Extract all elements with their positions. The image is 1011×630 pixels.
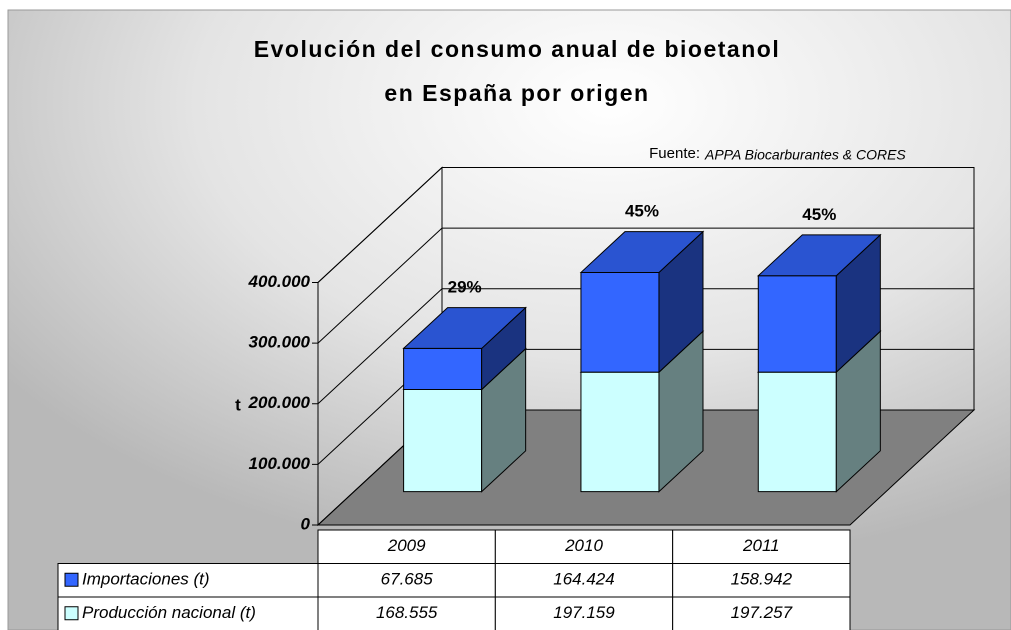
table-value: 197.257 [731,603,793,622]
y-tick-label: 300.000 [249,333,311,352]
table-value: 197.159 [553,603,615,622]
table-cell [494,596,674,630]
bar-front [580,371,660,493]
annotation: 29% [448,278,482,297]
table-cell [317,596,496,630]
legend-label: Producción nacional (t) [82,603,256,622]
legend-swatch [64,572,79,587]
chart-title: Evolución del consumo anual de bioetanol [254,36,780,62]
bar-top [757,234,882,277]
annotation: 45% [625,202,659,221]
annotation: 45% [802,205,836,224]
source: APPA Biocarburantes & CORES [704,147,906,163]
legend-label: Importaciones (t) [82,570,210,589]
table-cell [672,563,851,598]
table-cell [672,529,851,564]
bar-front [757,371,837,493]
table-cell [57,563,319,598]
bar-front [403,347,483,390]
table-value: 67.685 [381,570,434,589]
bar-front [580,271,660,373]
legend-swatch [64,606,79,621]
table-value: 168.555 [376,603,438,622]
y-axis-label: t [235,395,241,414]
table-cell [494,563,674,598]
plot: 0 100.000 200.000 300.000 400.000 29% 45% 45% [248,166,976,533]
y-tick-label: 0 [301,514,311,533]
grid-line [317,227,443,344]
table-header: 2010 [564,536,603,555]
bar-top [579,231,705,273]
source-label: Fuente: [649,145,700,162]
bar-front [757,275,837,373]
grid-line [317,167,443,283]
table-value: 158.942 [731,570,793,589]
y-tick-label: 100.000 [249,454,311,473]
bar-front [403,388,483,493]
table-cell [672,596,851,630]
table-header: 2011 [742,536,780,555]
y-tick-label: 400.000 [248,272,311,291]
y-tick-label: 200.000 [248,393,311,412]
table-value: 164.424 [553,570,614,589]
chart-title: en España por origen [384,80,649,106]
table-header: 2009 [387,536,426,555]
grid-line [317,288,443,405]
data-table: 2009 2010 2011 Importaciones (t) 67.685 164.4… [57,529,851,630]
bar-top [402,307,527,349]
